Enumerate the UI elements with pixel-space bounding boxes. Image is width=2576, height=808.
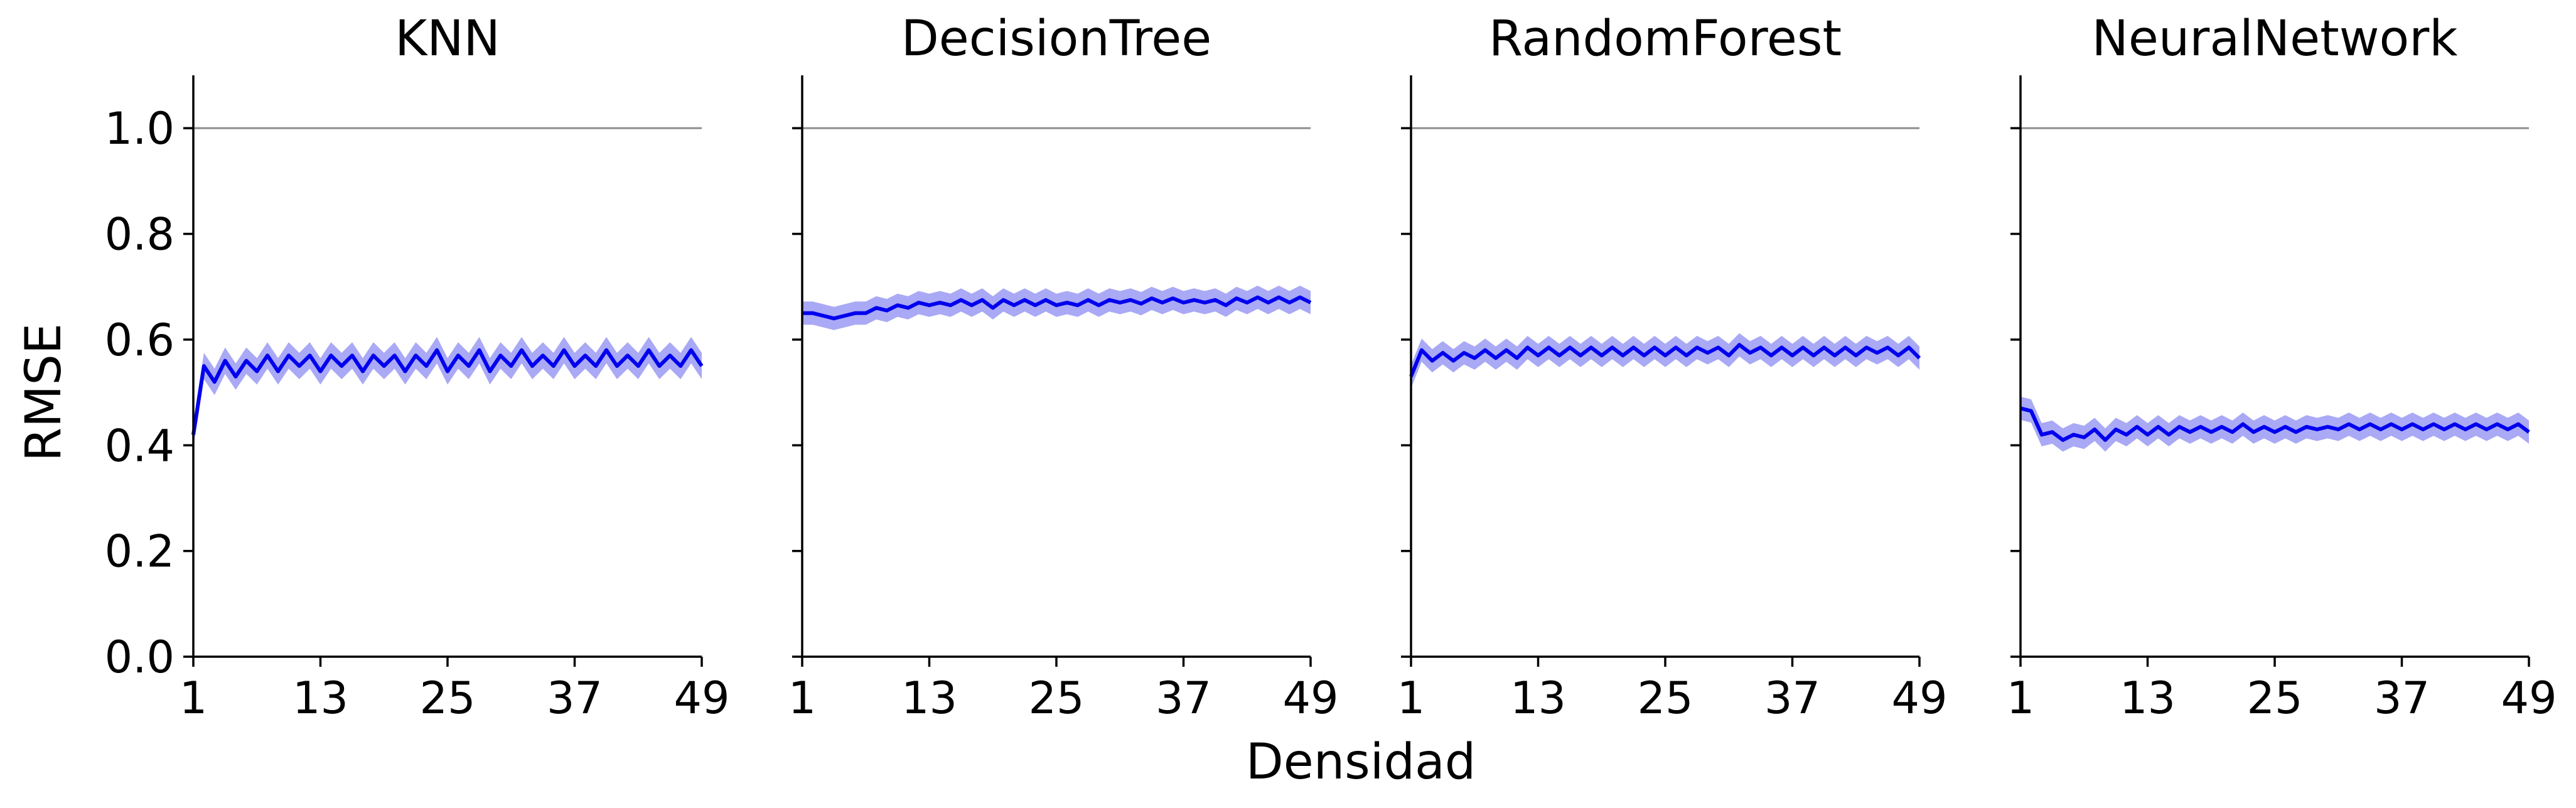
y-tick-label: 0.4 [105,420,174,471]
panel-title: DecisionTree [901,11,1212,67]
x-tick-label: 13 [292,672,348,724]
y-tick-label: 0.6 [105,315,174,366]
series-line [191,348,704,435]
x-tick-label: 49 [1891,672,1947,724]
series-line [802,295,1312,321]
x-tick-label: 49 [1282,672,1338,724]
confidence-band [1411,333,1919,389]
panel-title: KNN [395,11,500,67]
series-line [2020,406,2530,442]
x-tick-label: 37 [2374,672,2430,724]
confidence-band [2021,396,2529,452]
panel-1: DecisionTree 1 13 25 37 49 [788,11,1339,724]
panel-2: RandomForest 1 13 25 37 49 [1397,11,1948,724]
x-tick-label: 1 [1397,672,1425,724]
x-tick-label: 49 [674,672,729,724]
confidence-band [802,286,1311,330]
series-line [1409,343,1921,377]
x-tick-label: 13 [2120,672,2176,724]
x-tick-label: 13 [901,672,957,724]
shared-x-axis-label: Densidad [1246,734,1476,790]
y-tick-label: 1.0 [105,103,174,154]
x-tick-label: 1 [788,672,817,724]
y-tick-label: 0.2 [105,526,174,578]
x-tick-label: 37 [547,672,603,724]
panel-3: NeuralNetwork 1 13 25 37 49 [2007,11,2557,724]
panel-0: KNN 0.0 0.2 0.4 0.6 0.8 1.0 1 13 25 37 49 [105,11,730,724]
x-tick-label: 25 [2246,672,2302,724]
shared-y-axis-label: RMSE [16,323,72,461]
x-tick-label: 1 [180,672,208,724]
x-tick-label: 25 [1637,672,1693,724]
x-tick-label: 37 [1156,672,1211,724]
x-tick-label: 49 [2501,672,2557,724]
x-tick-label: 1 [2007,672,2035,724]
x-tick-label: 25 [1028,672,1084,724]
x-tick-label: 25 [419,672,475,724]
panel-title: NeuralNetwork [2092,11,2458,67]
y-tick-label: 0.8 [105,209,174,261]
panel-title: RandomForest [1489,11,1842,67]
y-tick-label: 0.0 [105,632,174,683]
confidence-band [193,337,702,448]
x-tick-label: 13 [1510,672,1566,724]
x-tick-label: 37 [1764,672,1820,724]
